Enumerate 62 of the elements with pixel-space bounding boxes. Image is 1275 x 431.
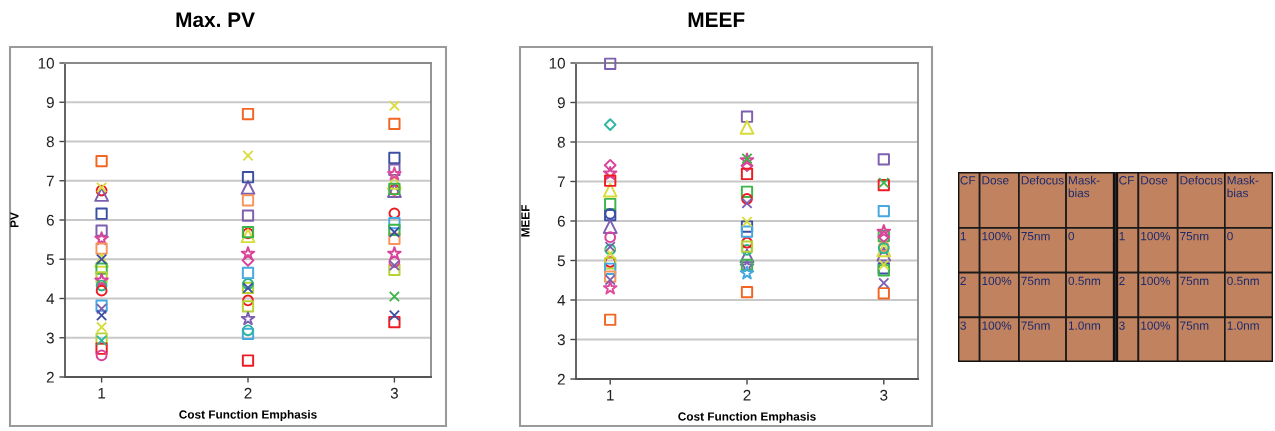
text: 75nm xyxy=(1021,232,1050,241)
text: 75nm xyxy=(1021,321,1050,330)
text: Defocus xyxy=(1021,175,1064,185)
text: Mask-bias xyxy=(1068,175,1100,198)
y-tick-label: 10 xyxy=(38,57,54,69)
x-tick-label: 1 xyxy=(607,389,614,401)
text: 2 xyxy=(1119,276,1125,285)
text: 1 xyxy=(960,232,966,241)
text: 100% xyxy=(1141,276,1171,286)
text: 0.5nm xyxy=(1068,276,1101,286)
text: 75nm xyxy=(1180,232,1209,241)
y-tick-label: 8 xyxy=(557,136,565,148)
text: 3 xyxy=(960,321,966,330)
text: CF xyxy=(1119,176,1134,185)
x-tick-label: 3 xyxy=(880,389,888,401)
text: 1 xyxy=(1119,232,1125,241)
text: 100% xyxy=(1141,231,1171,241)
text: 75nm xyxy=(1180,321,1209,330)
text: Dose xyxy=(982,176,1009,185)
y-axis-title: MEEF xyxy=(521,205,530,237)
text: 100% xyxy=(982,321,1012,330)
y-tick-label: 10 xyxy=(549,57,565,69)
text: 75nm xyxy=(1021,276,1050,286)
text: 100% xyxy=(1141,321,1171,330)
y-tick-label: 3 xyxy=(557,334,565,346)
y-tick-label: 9 xyxy=(557,97,565,109)
y-tick-label: 2 xyxy=(46,371,54,383)
x-axis-title: Cost Function Emphasis xyxy=(678,411,816,423)
y-tick-label: 8 xyxy=(46,136,54,148)
y-tick-label: 7 xyxy=(46,175,54,187)
text: 3 xyxy=(1119,321,1125,330)
text: 1.0nm xyxy=(1227,321,1259,330)
text: 0 xyxy=(1227,231,1233,241)
x-tick-label: 2 xyxy=(743,389,751,401)
y-axis-title: PV xyxy=(10,212,19,228)
text: Mask-bias xyxy=(1227,175,1259,198)
text: 0 xyxy=(1068,231,1075,241)
y-tick-label: 5 xyxy=(46,254,54,265)
text: 2 xyxy=(960,276,966,285)
text: Defocus xyxy=(1180,175,1223,185)
x-tick-label: 3 xyxy=(390,387,398,399)
text: 1.0nm xyxy=(1068,321,1101,330)
text: Dose xyxy=(1141,176,1168,185)
text: 100% xyxy=(982,276,1012,286)
y-tick-label: 3 xyxy=(46,332,54,344)
text: 75nm xyxy=(1180,276,1209,286)
y-tick-label: 2 xyxy=(557,373,565,385)
chart-title: Max. PV xyxy=(176,12,255,28)
y-tick-label: 6 xyxy=(46,214,54,226)
x-tick-label: 2 xyxy=(244,387,252,399)
y-tick-label: 7 xyxy=(557,176,565,188)
y-tick-label: 6 xyxy=(557,215,565,227)
x-tick-label: 1 xyxy=(98,387,106,399)
text: 0.5nm xyxy=(1227,276,1259,286)
text: CF xyxy=(960,176,976,185)
y-tick-label: 9 xyxy=(46,97,54,108)
y-tick-label: 4 xyxy=(46,293,55,305)
y-tick-label: 4 xyxy=(557,295,566,306)
chart-title: MEEF xyxy=(688,12,745,27)
x-axis-title: Cost Function Emphasis xyxy=(179,409,317,421)
text: 100% xyxy=(982,231,1012,241)
y-tick-label: 5 xyxy=(557,255,565,267)
